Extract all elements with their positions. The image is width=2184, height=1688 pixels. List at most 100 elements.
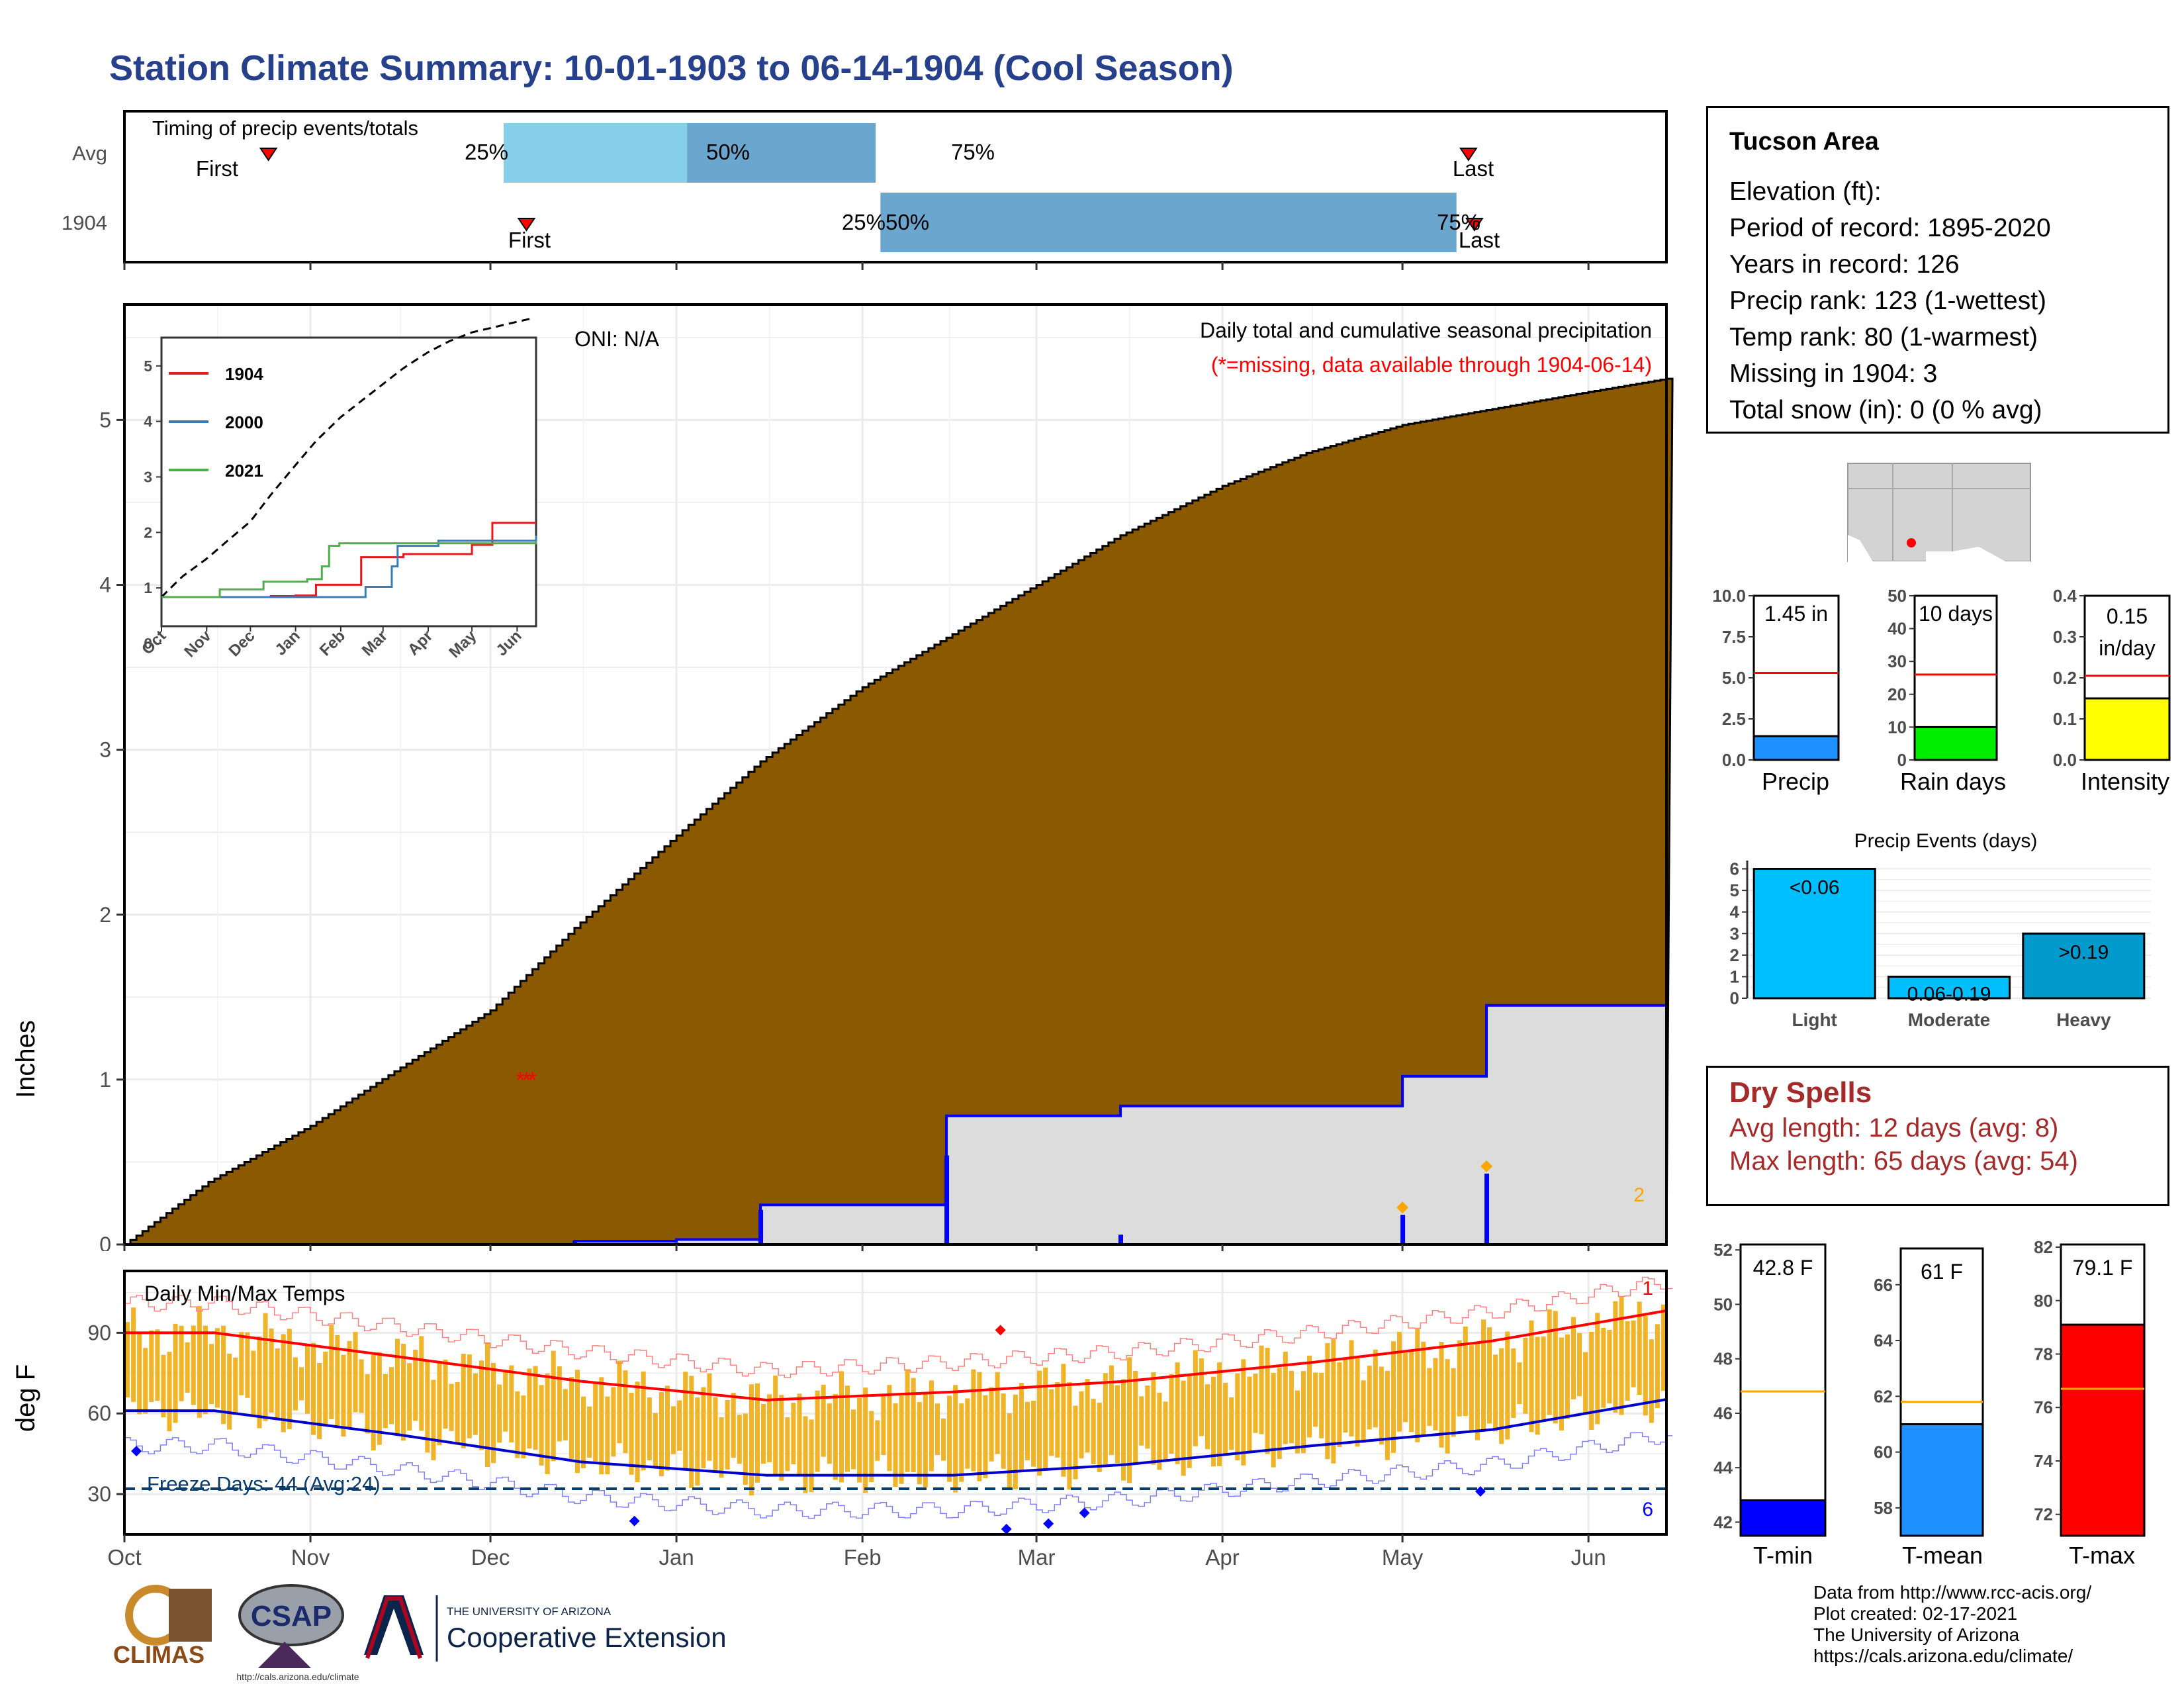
avg-last-marker <box>1459 148 1478 162</box>
temp-day-bar <box>245 1332 250 1398</box>
temp-day-bar <box>425 1360 430 1453</box>
temp-summary-value-1: 61 F <box>1921 1260 1963 1284</box>
year-first-marker <box>517 218 536 232</box>
temp-summary-tick-label: 48 <box>1713 1349 1733 1369</box>
temp-day-bar <box>1499 1348 1504 1444</box>
event-bar-label-0: <0.06 <box>1790 877 1840 899</box>
temp-ytick-label-2: 90 <box>87 1321 111 1344</box>
temp-day-bar <box>1013 1394 1018 1489</box>
year-bar <box>880 193 1457 252</box>
temp-summary-value-2: 79.1 F <box>2073 1256 2133 1280</box>
temp-day-bar <box>701 1387 706 1469</box>
temp-day-bar <box>707 1373 712 1461</box>
temp-day-bar <box>1541 1336 1546 1422</box>
avg-first-label: First <box>196 156 238 181</box>
temp-day-bar <box>1397 1332 1402 1432</box>
temp-day-bar <box>593 1382 598 1462</box>
temp-day-bar <box>473 1373 478 1435</box>
temp-day-bar <box>293 1357 298 1411</box>
summary-tick-label: 0.1 <box>2053 709 2077 729</box>
temp-day-bar <box>1163 1401 1168 1460</box>
temp-day-bar <box>1061 1364 1066 1477</box>
event-category-heavy: Heavy <box>2056 1009 2111 1030</box>
temp-day-bar <box>1661 1304 1666 1391</box>
temp-day-bar <box>844 1385 850 1472</box>
station-years: Years in record: 126 <box>1729 250 1960 279</box>
event-category-moderate: Moderate <box>1908 1009 1990 1030</box>
temp-day-bar <box>1103 1373 1108 1464</box>
temp-day-bar <box>359 1359 364 1413</box>
temp-day-bar <box>1277 1367 1282 1460</box>
summary-tick-label: 2.5 <box>1722 709 1746 729</box>
temp-day-bar <box>407 1363 412 1431</box>
temp-day-bar <box>574 1370 580 1474</box>
temp-day-bar <box>208 1344 214 1405</box>
temp-day-bar <box>437 1363 442 1446</box>
temp-day-bar <box>563 1389 568 1440</box>
year-last-marker <box>1465 218 1484 232</box>
temp-day-bar <box>1120 1379 1126 1481</box>
temp-day-bar <box>1427 1368 1432 1426</box>
station-period: Period of record: 1895-2020 <box>1729 214 2051 242</box>
temp-day-bar <box>335 1335 340 1429</box>
missing-marker-2: * <box>528 1068 537 1093</box>
temp-day-bar <box>977 1372 982 1481</box>
temp-day-bar <box>953 1385 958 1493</box>
inset-ytick-label-3: 3 <box>144 468 152 485</box>
temp-day-bar <box>653 1413 658 1467</box>
temp-day-bar <box>455 1382 460 1445</box>
temp-day-bar <box>1127 1357 1132 1483</box>
daily-precip-bar-4 <box>1118 1235 1123 1244</box>
map-borders <box>1847 463 2030 562</box>
temp-day-bar <box>1007 1413 1012 1489</box>
temp-day-bar <box>1463 1327 1468 1417</box>
temp-summary-tick-label: 66 <box>1874 1275 1893 1295</box>
temp-day-bar <box>875 1420 880 1461</box>
inset-ytick-label-4: 4 <box>144 413 152 430</box>
temp-day-bar <box>1043 1368 1048 1470</box>
temp-day-bar <box>539 1385 544 1466</box>
temp-day-bar <box>377 1352 382 1445</box>
temp-day-bar <box>677 1400 682 1451</box>
station-precip-rank: Precip rank: 123 (1-wettest) <box>1729 287 2047 315</box>
temp-day-bar <box>719 1417 724 1478</box>
temp-day-bar <box>257 1336 262 1429</box>
temp-day-bar <box>167 1352 172 1432</box>
temp-day-bar <box>197 1305 202 1418</box>
temp-day-bar <box>484 1342 490 1468</box>
events-ytick-label-5: 5 <box>1730 880 1739 900</box>
temp-day-bar <box>1475 1343 1480 1440</box>
temp-day-bar <box>599 1377 604 1475</box>
avg-last-label: Last <box>1453 156 1494 181</box>
temp-day-bar <box>521 1395 526 1458</box>
temp-day-bar <box>1024 1401 1030 1460</box>
temp-day-bar <box>137 1331 142 1415</box>
dry-spells-title: Dry Spells <box>1729 1076 1872 1109</box>
temp-day-bar <box>899 1395 904 1484</box>
record-low-marker-3 <box>1043 1518 1054 1529</box>
temp-day-bar <box>1529 1320 1534 1432</box>
avg-50pct-label: 50% <box>706 140 750 164</box>
temp-ytick-label-1: 60 <box>87 1401 111 1425</box>
temp-day-bar <box>785 1417 790 1472</box>
temp-day-bar <box>1493 1354 1498 1432</box>
month-label-feb: Feb <box>844 1545 882 1570</box>
temp-day-bar <box>767 1394 772 1462</box>
temp-day-bar <box>940 1418 946 1461</box>
legend-label-2021: 2021 <box>225 461 263 481</box>
temp-day-bar <box>1577 1333 1582 1397</box>
temp-day-bar <box>659 1391 664 1477</box>
month-label-jun: Jun <box>1571 1545 1606 1570</box>
temp-day-bar <box>887 1385 892 1472</box>
temp-day-bar <box>827 1403 832 1464</box>
temp-day-bar <box>1157 1392 1162 1470</box>
temp-day-bar <box>821 1384 826 1457</box>
temp-summary-tick-label: 60 <box>1874 1442 1893 1462</box>
temp-day-bar <box>1625 1321 1630 1401</box>
temp-day-bar <box>1313 1372 1318 1427</box>
temp-day-bar <box>281 1334 286 1432</box>
temp-day-bar <box>923 1392 928 1487</box>
temp-summary-tick-label: 62 <box>1874 1386 1893 1406</box>
temp-day-bar <box>323 1351 328 1427</box>
temp-day-bar <box>791 1403 796 1465</box>
